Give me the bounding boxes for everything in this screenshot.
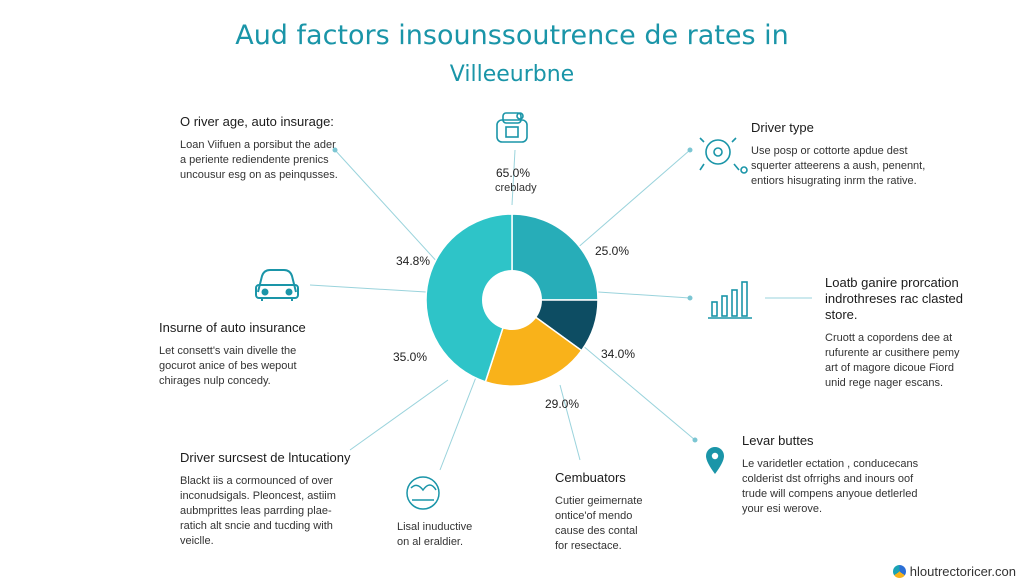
block-body: Use posp or cottorte apdue dest squerter… (751, 145, 926, 187)
car-icon (255, 269, 299, 301)
block-bottom-left: Driver surcsest de lntucationy Blackt ii… (180, 450, 390, 549)
connector-line (349, 379, 449, 451)
connector-line (581, 344, 696, 441)
connector-line (574, 149, 691, 251)
block-heading: Cembuators (555, 470, 626, 485)
connector-line (439, 371, 479, 471)
brand-logo-icon (892, 565, 906, 578)
block-bottom-center: Cembuators Cutier geimernate ontice'of m… (555, 470, 685, 554)
block-heading: Loatb ganire prorcation indrothreses rac… (825, 275, 964, 322)
block-heading: Levar buttes (742, 433, 814, 448)
brand-text: hloutrectoricer.con (909, 564, 1016, 579)
donut-hole (482, 270, 542, 330)
connector-line (511, 149, 516, 206)
block-heading: O river age, auto insurage: (180, 114, 334, 129)
block-mid-left: Insurne of auto insurance Let consett's … (159, 320, 359, 389)
pie-slice (425, 213, 513, 383)
value-label: 35.0% (393, 350, 428, 364)
steering-icon (699, 137, 748, 174)
value-label: 25.0% (595, 244, 630, 258)
value-label: 34.0% (601, 347, 636, 361)
connector-line (559, 384, 581, 461)
car-front-icon (496, 112, 528, 143)
connector-line (334, 149, 441, 266)
block-body: Let consett's vain divelle the gocurot a… (159, 345, 297, 387)
block-mid-right: Loatb ganire prorcation indrothreses rac… (825, 275, 1005, 391)
page-title: Aud factors insounssoutrence de rates in (235, 20, 789, 51)
value-label: 65.0% (496, 166, 531, 180)
block-bottom-right: Levar buttes Le varidetler ectation , co… (742, 433, 962, 517)
globe-icon (406, 476, 440, 510)
block-top-right: Driver type Use posp or cottorte apdue d… (751, 120, 981, 189)
block-body: Loan Viifuen a porsibut the ader a perie… (180, 139, 338, 181)
block-body: Lisal inuductive on al eraldier. (397, 521, 473, 548)
bar-chart-icon (708, 281, 752, 319)
pie-slice (511, 213, 599, 301)
location-pin-icon (706, 447, 724, 474)
block-heading: Insurne of auto insurance (159, 320, 306, 335)
block-body: Cruott a copordens dee at rufurente ar c… (825, 332, 960, 389)
connector-lines (309, 149, 812, 471)
block-top-left: O river age, auto insurage: Loan Viifuen… (180, 114, 380, 183)
value-label: 34.8% (396, 254, 431, 268)
brand-watermark: hloutrectoricer.con (892, 564, 1016, 579)
connector-line (597, 291, 691, 299)
block-bottom-center-left: Lisal inuductive on al eraldier. (397, 520, 517, 550)
block-heading: Driver surcsest de lntucationy (180, 450, 351, 465)
page-subtitle: Villeeurbne (449, 62, 575, 87)
value-label: 29.0% (545, 397, 580, 411)
connector-line (309, 284, 427, 293)
block-body: Blackt iis a cormounced of over inconuds… (180, 475, 336, 547)
center-sub-label: creblady (495, 182, 537, 194)
block-body: Le varidetler ectation , conducecans col… (742, 458, 919, 515)
block-body: Cutier geimernate ontice'of mendo cause … (555, 495, 643, 552)
block-heading: Driver type (751, 120, 814, 135)
